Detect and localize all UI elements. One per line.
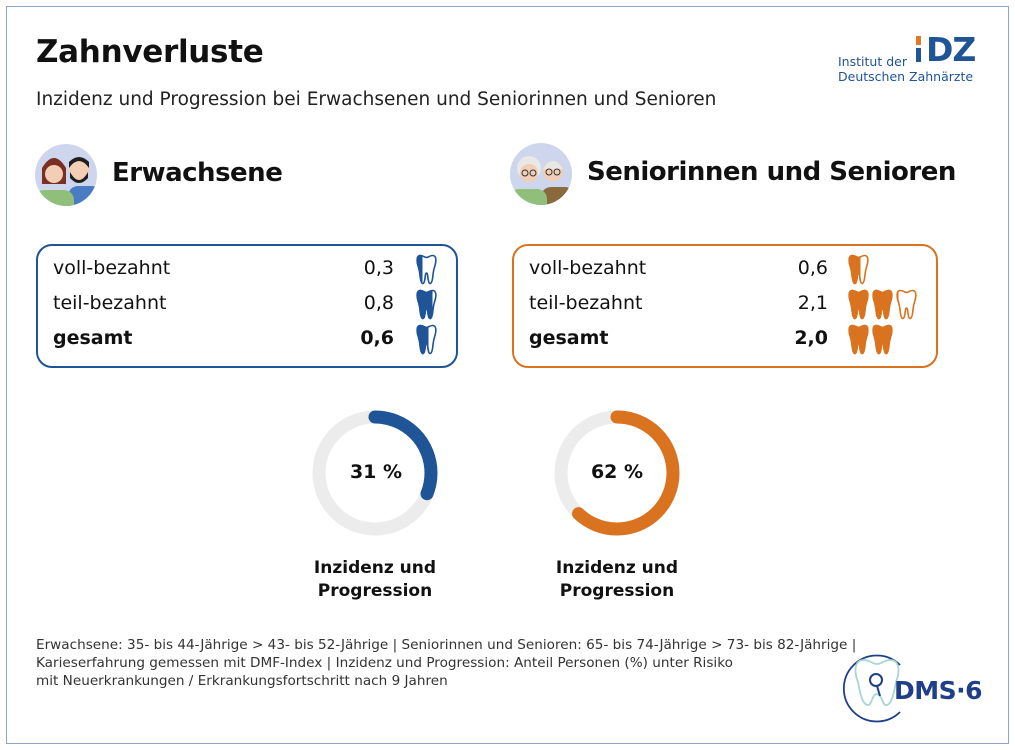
logo-line-2: Deutschen Zahnärzte (838, 69, 974, 84)
tooth-icon (848, 254, 869, 285)
row-label: gesamt (529, 327, 609, 349)
ring-label-line: Inzidenz und (555, 558, 679, 578)
page-title: Zahnverluste (36, 34, 264, 70)
ring-label-line: Progression (317, 581, 433, 601)
seniors-percent: 62 % (590, 461, 644, 483)
dms6-logo: DMS·6 (842, 650, 983, 725)
teeth-icons (416, 254, 437, 285)
dms6-text: DMS·6 (894, 676, 983, 705)
tooth-icon (416, 254, 437, 285)
frame (6, 6, 1009, 744)
tooth-icon (896, 289, 917, 320)
row-label: voll-bezahnt (529, 257, 647, 279)
teeth-icons (848, 254, 869, 285)
ring-label-line: Inzidenz und (313, 558, 437, 578)
row-value: 2,1 (797, 292, 828, 314)
adults-avatar-icon (35, 144, 97, 206)
seniors-table: voll-bezahnt 0,6 teil-bezahnt 2,1 gesamt 2,… (512, 244, 938, 368)
table-row: voll-bezahnt 0,6 (514, 254, 936, 285)
tooth-icon (848, 289, 869, 320)
adults-ring-label: Inzidenz und Progression (275, 557, 475, 603)
row-label: teil-bezahnt (53, 292, 167, 314)
adults-table: voll-bezahnt 0,3 teil-bezahnt 0,8 gesamt 0,… (36, 244, 458, 368)
table-row: gesamt 2,0 (514, 324, 936, 355)
logo-line-1: Institut der (838, 54, 907, 69)
row-label: teil-bezahnt (529, 292, 643, 314)
tooth-icon (872, 324, 893, 355)
footnote-line: Karieserfahrung gemessen mit DMF-Index |… (36, 655, 733, 671)
table-row: teil-bezahnt 2,1 (514, 289, 936, 320)
adults-percent: 31 % (349, 461, 403, 483)
teeth-icons (848, 289, 917, 320)
tooth-icon (848, 324, 869, 355)
table-row: gesamt 0,6 (38, 324, 456, 355)
seniors-avatar-icon (510, 143, 572, 205)
subtitle: Inzidenz und Progression bei Erwachsenen… (36, 89, 717, 110)
footnote: Erwachsene: 35- bis 44-Jährige > 43- bis… (36, 636, 856, 690)
group-title-seniors: Seniorinnen und Senioren (587, 157, 956, 187)
tooth-icon (872, 289, 893, 320)
table-row: teil-bezahnt 0,8 (38, 289, 456, 320)
tooth-magnifier-icon (843, 654, 901, 723)
teeth-icons (848, 324, 893, 355)
row-value: 0,6 (797, 257, 828, 279)
seniors-ring-label: Inzidenz und Progression (517, 557, 717, 603)
row-label: gesamt (53, 327, 133, 349)
row-value: 2,0 (794, 327, 828, 349)
idz-logo: Institut der Deutschen Zahnärzte DZ (838, 30, 976, 84)
teeth-icons (416, 324, 437, 355)
row-value: 0,8 (363, 292, 394, 314)
row-value: 0,6 (360, 327, 394, 349)
footnote-line: mit Neuerkrankungen / Erkrankungsfortsch… (36, 673, 448, 689)
tooth-icon (416, 289, 437, 320)
group-title-adults: Erwachsene (112, 158, 283, 188)
row-value: 0,3 (363, 257, 394, 279)
teeth-icons (416, 289, 437, 320)
ring-label-line: Progression (559, 581, 675, 601)
footnote-line: Erwachsene: 35- bis 44-Jährige > 43- bis… (36, 637, 857, 653)
row-label: voll-bezahnt (53, 257, 171, 279)
table-row: voll-bezahnt 0,3 (38, 254, 456, 285)
tooth-icon (416, 324, 437, 355)
